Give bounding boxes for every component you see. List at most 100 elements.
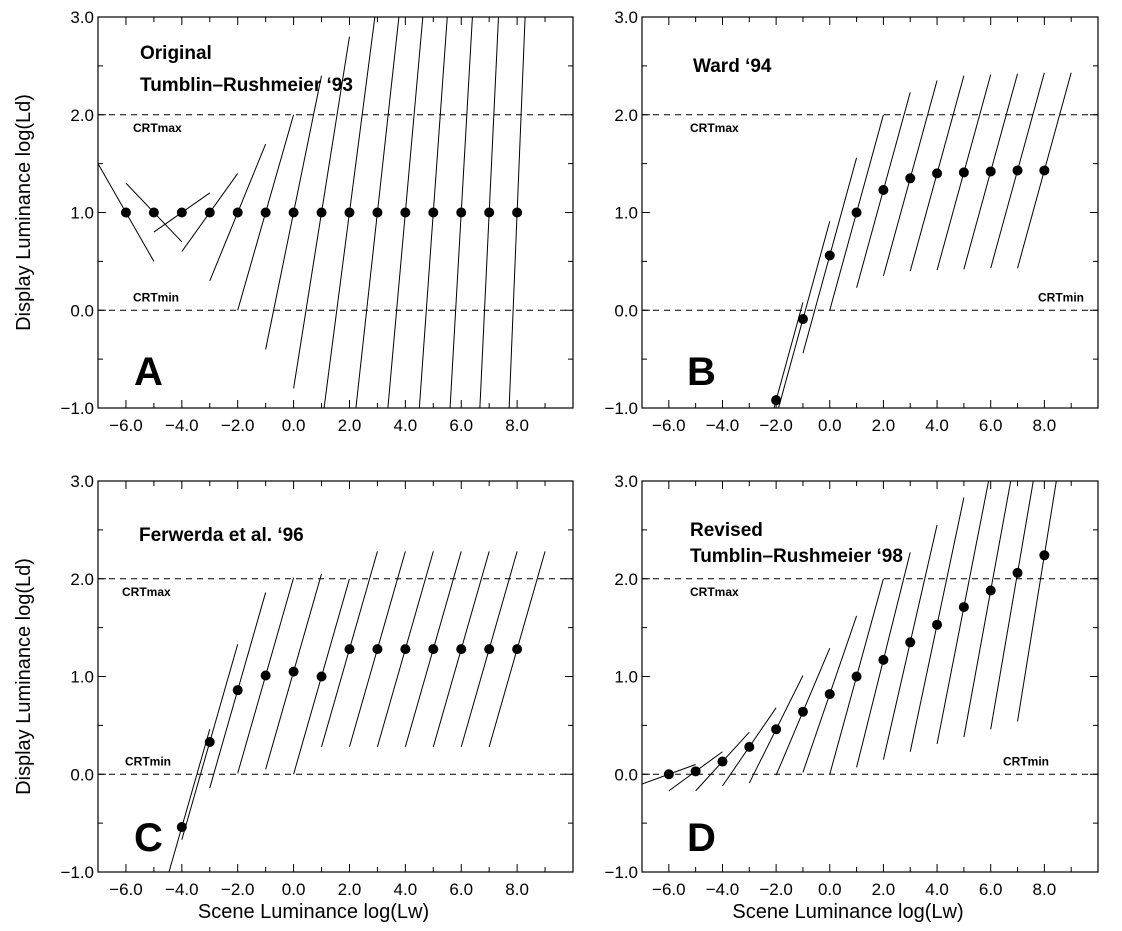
y-tick-label: 2.0 bbox=[614, 106, 638, 125]
data-point bbox=[456, 644, 467, 655]
y-tick-label: 1.0 bbox=[70, 204, 94, 223]
data-point bbox=[316, 207, 327, 218]
data-point bbox=[260, 670, 271, 681]
y-tick-label: 1.0 bbox=[614, 668, 638, 687]
panel-letter: C bbox=[134, 816, 163, 860]
x-tick-label: −4.0 bbox=[706, 880, 740, 899]
x-tick-label: −6.0 bbox=[652, 416, 686, 435]
data-point bbox=[1039, 165, 1050, 176]
y-tick-label: 0.0 bbox=[614, 301, 638, 320]
y-tick-label: 3.0 bbox=[614, 8, 638, 27]
data-point bbox=[797, 706, 808, 717]
x-tick-label: 4.0 bbox=[394, 880, 418, 899]
y-tick-label: 2.0 bbox=[70, 570, 94, 589]
data-point bbox=[851, 207, 862, 218]
data-point bbox=[824, 689, 835, 700]
data-point bbox=[1039, 550, 1050, 561]
panel-a: −6.0 −4.0 −2.0 0.0 2.0 4.0 6.0 8.0 −1.0 0.0 1.0 2.0… bbox=[13, 8, 574, 435]
data-point bbox=[176, 822, 187, 833]
reference-label-crtmin: CRTmin bbox=[133, 290, 179, 304]
data-point bbox=[288, 207, 299, 218]
adaptation-curve bbox=[387, 17, 424, 408]
adaptation-curve bbox=[508, 17, 526, 408]
data-point bbox=[428, 644, 439, 655]
panel-title-line: Revised bbox=[690, 520, 763, 541]
data-point bbox=[204, 207, 215, 218]
y-tick-label: 2.0 bbox=[70, 106, 94, 125]
x-tick-label: −2.0 bbox=[221, 416, 255, 435]
panel-title-line: Original bbox=[140, 43, 212, 64]
data-point bbox=[985, 585, 996, 596]
panel-b: −6.0 −4.0 −2.0 0.0 2.0 4.0 6.0 8.0 −1.0 0.0 1.0 2.0… bbox=[604, 8, 1099, 435]
x-tick-label: 6.0 bbox=[979, 416, 1003, 435]
data-point bbox=[316, 671, 327, 682]
x-tick-label: 8.0 bbox=[505, 416, 529, 435]
panel-title-line: Ferwerda et al. ‘96 bbox=[139, 525, 304, 546]
data-point bbox=[851, 671, 862, 682]
y-axis-title: Display Luminance log(Ld) bbox=[13, 558, 35, 795]
x-tick-label: 8.0 bbox=[1033, 416, 1057, 435]
data-point bbox=[797, 314, 808, 325]
data-point bbox=[1012, 165, 1023, 176]
x-tick-label: 4.0 bbox=[925, 416, 949, 435]
y-tick-label: −1.0 bbox=[60, 399, 94, 418]
data-point bbox=[905, 637, 916, 648]
adaptation-curve bbox=[355, 17, 400, 408]
data-point bbox=[1012, 567, 1023, 578]
data-point bbox=[400, 644, 411, 655]
x-tick-label: −4.0 bbox=[706, 416, 740, 435]
x-tick-label: 4.0 bbox=[925, 880, 949, 899]
x-tick-label: 6.0 bbox=[449, 880, 473, 899]
data-point bbox=[176, 207, 187, 218]
x-tick-label: −2.0 bbox=[759, 416, 793, 435]
data-point bbox=[288, 666, 299, 677]
panel-d: −6.0 −4.0 −2.0 0.0 2.0 4.0 6.0 8.0 −1.0 0.0 1.0 2.0… bbox=[604, 472, 1099, 923]
data-point bbox=[690, 766, 701, 777]
panel-c: −6.0 −4.0 −2.0 0.0 2.0 4.0 6.0 8.0 −1.0 0.0 1.0 2.0… bbox=[13, 472, 574, 923]
x-tick-label: 6.0 bbox=[979, 880, 1003, 899]
data-point bbox=[958, 167, 969, 178]
panel-letter: A bbox=[134, 350, 163, 394]
x-tick-label: −4.0 bbox=[165, 880, 199, 899]
y-tick-label: 0.0 bbox=[70, 765, 94, 784]
x-tick-label: 2.0 bbox=[872, 880, 896, 899]
x-tick-label: 6.0 bbox=[449, 416, 473, 435]
data-point bbox=[428, 207, 439, 218]
data-point bbox=[932, 168, 943, 179]
data-point bbox=[484, 207, 495, 218]
y-tick-label: −1.0 bbox=[604, 399, 638, 418]
panel-title-line: Tumblin–Rushmeier ‘98 bbox=[690, 546, 903, 567]
panel-letter: D bbox=[687, 816, 716, 860]
y-tick-label: 2.0 bbox=[614, 570, 638, 589]
data-point bbox=[985, 166, 996, 177]
data-point bbox=[120, 207, 131, 218]
data-point bbox=[512, 644, 523, 655]
y-tick-label: 3.0 bbox=[70, 8, 94, 27]
data-point bbox=[878, 654, 889, 665]
x-tick-label: −6.0 bbox=[109, 416, 143, 435]
x-tick-label: 0.0 bbox=[282, 880, 306, 899]
y-tick-label: 0.0 bbox=[614, 765, 638, 784]
x-tick-label: 2.0 bbox=[338, 416, 362, 435]
data-point bbox=[663, 769, 674, 780]
data-point bbox=[824, 250, 835, 261]
y-tick-label: 3.0 bbox=[614, 472, 638, 491]
reference-label-crtmax: CRTmax bbox=[122, 585, 171, 599]
data-point bbox=[204, 736, 215, 747]
y-tick-label: 3.0 bbox=[70, 472, 94, 491]
reference-label-crtmin: CRTmin bbox=[1038, 290, 1084, 304]
reference-label-crtmin: CRTmin bbox=[125, 754, 171, 768]
panel-title-line: Ward ‘94 bbox=[693, 56, 772, 77]
y-tick-label: 1.0 bbox=[614, 204, 638, 223]
x-tick-label: 2.0 bbox=[872, 416, 896, 435]
data-point bbox=[932, 619, 943, 630]
data-point bbox=[344, 644, 355, 655]
data-point bbox=[878, 185, 889, 196]
x-tick-label: 4.0 bbox=[394, 416, 418, 435]
x-tick-label: 8.0 bbox=[505, 880, 529, 899]
data-point bbox=[958, 602, 969, 613]
reference-label-crtmin: CRTmin bbox=[1003, 754, 1049, 768]
x-axis-title: Scene Luminance log(Lw) bbox=[732, 901, 963, 923]
data-point bbox=[717, 756, 728, 767]
